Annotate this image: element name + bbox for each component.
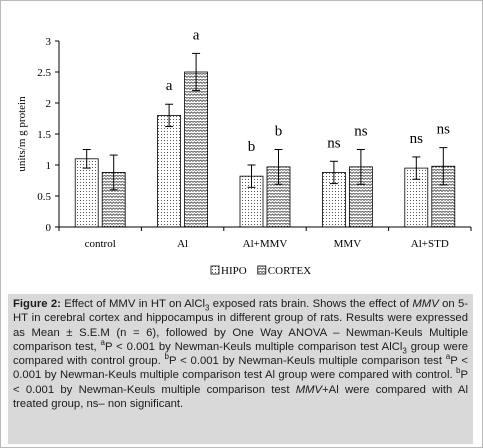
significance-label: a <box>193 27 200 43</box>
caption-text: Effect of MMV in HT on AlCl3 exposed rat… <box>13 298 468 410</box>
y-tick-label: 2 <box>46 98 52 110</box>
y-tick-label: 3 <box>46 36 52 48</box>
caption-label: Figure 2: <box>13 298 61 310</box>
bar-cortex-al <box>185 72 208 227</box>
bar-hipo-control <box>75 159 98 227</box>
significance-label: ns <box>410 131 424 147</box>
x-tick-label: control <box>85 238 116 250</box>
caption-box: Figure 2: Effect of MMV in HT on AlCl3 e… <box>8 294 473 444</box>
significance-label: ns <box>437 122 451 138</box>
y-tick-label: 1 <box>46 160 52 172</box>
y-tick-label: 0 <box>46 222 52 234</box>
significance-label: ns <box>327 135 341 151</box>
y-tick-label: 0.5 <box>37 191 51 203</box>
legend-swatch-hipo <box>211 266 219 274</box>
x-tick-label: Al+MMV <box>243 238 288 250</box>
significance-label: ns <box>354 124 368 140</box>
legend-label-hipo: HIPO <box>221 265 247 277</box>
significance-label: a <box>166 78 173 94</box>
figure-caption: Figure 2: Effect of MMV in HT on AlCl3 e… <box>13 297 468 411</box>
x-tick-label: Al <box>177 238 188 250</box>
x-tick-label: MMV <box>334 238 362 250</box>
bar-hipo-al <box>158 115 181 227</box>
significance-label: b <box>248 139 256 155</box>
legend-swatch-cortex <box>258 266 266 274</box>
y-tick-label: 2.5 <box>37 67 51 79</box>
significance-label: b <box>275 124 283 140</box>
legend-label-cortex: CORTEX <box>268 265 311 277</box>
x-tick-label: Al+STD <box>411 238 449 250</box>
y-tick-label: 1.5 <box>37 129 51 141</box>
y-axis-label: units/m g protein <box>16 96 28 172</box>
